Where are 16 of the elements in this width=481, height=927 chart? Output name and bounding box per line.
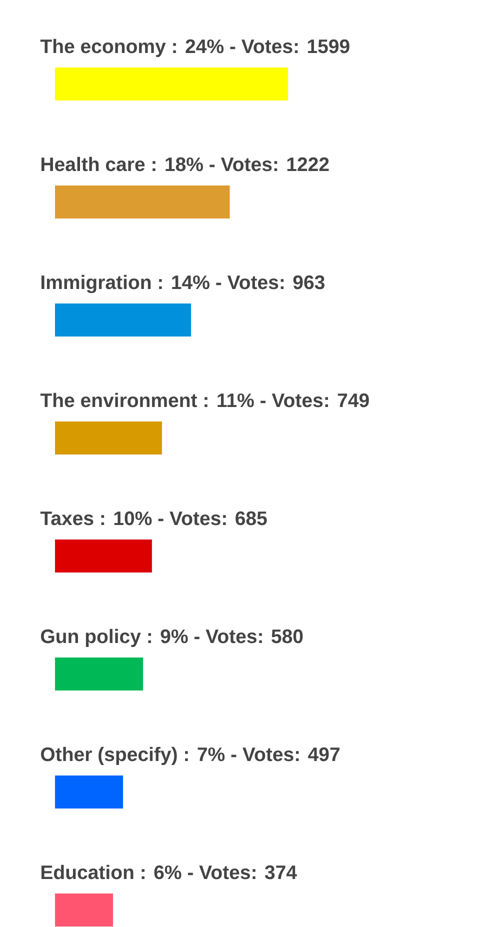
bar bbox=[55, 422, 162, 455]
bar bbox=[55, 776, 124, 809]
y-tick-label: Immigration : 14% - Votes: 963 bbox=[41, 274, 324, 294]
bar bbox=[55, 304, 192, 337]
y-tick-label: Other (specify) : 7% - Votes: 497 bbox=[40, 746, 340, 766]
y-tick-label: The economy : 24% - Votes: 1599 bbox=[40, 38, 350, 58]
y-tick-label: The environment : 11% - Votes: 749 bbox=[40, 392, 369, 408]
y-tick-label: Health care : 18% - Votes: 1222 bbox=[41, 156, 329, 172]
y-tick-label: Education : 6% - Votes: 374 bbox=[41, 864, 297, 880]
bar bbox=[55, 68, 288, 100]
bar bbox=[55, 540, 152, 573]
y-tick-label: Taxes : 10% - Votes: 685 bbox=[40, 511, 267, 526]
bar bbox=[55, 658, 144, 691]
bar bbox=[55, 186, 230, 218]
y-tick-label: Gun policy : 9% - Votes: 580 bbox=[40, 628, 303, 648]
bar bbox=[55, 894, 114, 927]
